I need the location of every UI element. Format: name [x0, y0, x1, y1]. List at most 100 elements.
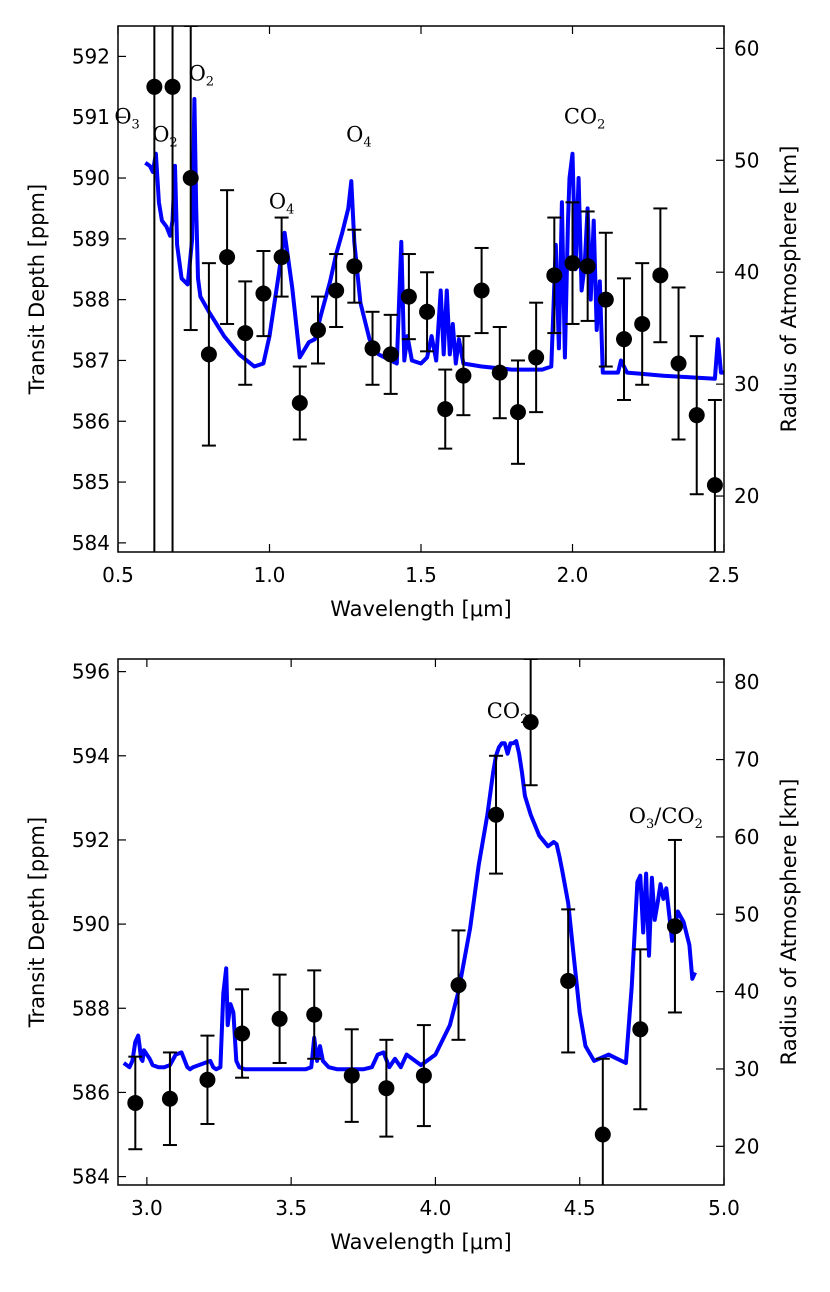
data-point	[488, 754, 505, 875]
data-marker	[161, 1090, 178, 1107]
x-tick-label: 0.5	[102, 563, 134, 587]
y-tick-label: 586	[72, 409, 110, 433]
data-marker	[616, 331, 633, 348]
data-marker	[273, 249, 290, 266]
data-marker	[632, 1021, 649, 1038]
y-right-axis-title: Radius of Atmosphere [km]	[777, 146, 801, 433]
x-axis-title: Wavelength [μm]	[330, 597, 511, 621]
y-right-tick-label: 60	[734, 825, 759, 849]
data-point	[328, 253, 345, 329]
x-tick-label: 3.0	[131, 1196, 163, 1220]
data-point	[146, 26, 163, 552]
data-point	[509, 359, 526, 465]
data-point	[616, 277, 633, 401]
y-axis-title: Transit Depth [ppm]	[25, 184, 49, 395]
x-tick-label: 5.0	[708, 1196, 740, 1220]
y-right-tick-label: 30	[734, 1057, 759, 1081]
model-spectrum-line	[144, 97, 724, 381]
data-point	[670, 286, 687, 441]
data-point	[560, 908, 577, 1054]
data-point	[666, 838, 683, 1014]
data-point	[378, 1038, 395, 1138]
data-marker	[309, 322, 326, 339]
bottom-panel-infrared: 3.0 3.5 4.0 4.5 5.0 584 586 588 590 592 594 596 20 30…	[25, 658, 801, 1254]
x-tick-label: 4.0	[420, 1196, 452, 1220]
data-point	[473, 246, 490, 335]
data-point	[382, 313, 399, 395]
data-point	[306, 969, 323, 1060]
molecule-annotation: O2	[152, 123, 178, 151]
data-marker	[546, 267, 563, 284]
data-marker	[328, 282, 345, 299]
data-marker	[528, 349, 545, 366]
molecule-annotation: CO2	[487, 699, 529, 727]
molecule-annotation: CO2	[564, 104, 606, 132]
data-marker	[509, 404, 526, 421]
data-marker	[437, 401, 454, 418]
data-marker	[488, 806, 505, 823]
y-tick-label: 588	[72, 996, 110, 1020]
x-tick-label: 3.5	[275, 1196, 307, 1220]
data-point	[400, 253, 417, 341]
data-point	[706, 398, 723, 552]
model-spectrum-line	[122, 739, 697, 1072]
plot-area	[122, 659, 697, 1185]
molecule-annotation: O4	[346, 123, 372, 151]
data-point	[634, 262, 651, 386]
data-point	[546, 216, 563, 335]
data-marker	[237, 325, 254, 342]
top-panel-optical-nir: 0.5 1.0 1.5 2.0 2.5 584 585 586 587 588 589 590 591 5…	[25, 25, 801, 621]
data-marker	[306, 1006, 323, 1023]
data-marker	[706, 477, 723, 494]
y-tick-label: 590	[72, 912, 110, 936]
x-tick-label: 2.0	[557, 563, 589, 587]
y-right-tick-label: 40	[734, 980, 759, 1004]
data-point	[579, 210, 596, 322]
y-tick-label: 589	[72, 227, 110, 251]
data-marker	[346, 258, 363, 275]
y-tick-label: 587	[72, 348, 110, 372]
data-marker	[271, 1010, 288, 1027]
data-point	[419, 271, 436, 353]
y-tick-label: 585	[72, 470, 110, 494]
y-right-tick-label: 20	[734, 1134, 759, 1158]
data-marker	[343, 1067, 360, 1084]
data-point	[127, 1055, 144, 1151]
data-marker	[378, 1080, 395, 1097]
data-marker	[199, 1071, 216, 1088]
data-point	[415, 1024, 432, 1128]
y-right-tick-label: 50	[734, 148, 759, 172]
y-right-tick-label: 50	[734, 902, 759, 926]
data-marker	[182, 170, 199, 187]
y-right-axis-title: Radius of Atmosphere [km]	[777, 779, 801, 1066]
y-tick-label: 584	[72, 1165, 110, 1189]
data-marker	[491, 364, 508, 381]
data-point	[161, 1051, 178, 1147]
data-marker	[382, 346, 399, 363]
data-marker	[419, 303, 436, 320]
y-right-tick-label: 30	[734, 372, 759, 396]
data-point	[343, 1028, 360, 1123]
data-marker	[255, 285, 272, 302]
data-marker	[200, 346, 217, 363]
data-marker	[164, 78, 181, 95]
data-point	[273, 216, 290, 298]
data-marker	[400, 288, 417, 305]
data-point	[688, 335, 705, 496]
data-marker	[579, 258, 596, 275]
data-point	[597, 231, 614, 368]
y-right-tick-label: 40	[734, 260, 759, 284]
data-marker	[127, 1094, 144, 1111]
data-marker	[455, 367, 472, 384]
data-point	[182, 26, 199, 332]
data-point	[652, 207, 669, 344]
data-point	[164, 26, 181, 552]
y-tick-label: 584	[72, 531, 110, 555]
molecule-annotation: O4	[269, 189, 295, 217]
data-point	[564, 201, 581, 325]
molecule-annotation: O2	[189, 62, 215, 90]
data-point	[491, 326, 508, 420]
data-marker	[234, 1025, 251, 1042]
y-right-tick-label: 60	[734, 36, 759, 60]
data-marker	[522, 714, 539, 731]
